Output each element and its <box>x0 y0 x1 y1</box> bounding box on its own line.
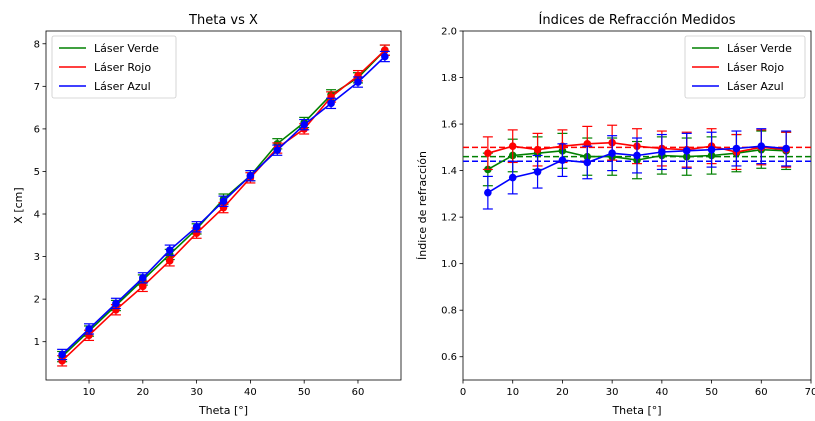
data-point <box>633 151 641 160</box>
data-point <box>327 99 335 108</box>
data-point <box>757 142 766 150</box>
data-point <box>219 197 228 206</box>
y-tick-label: 1.8 <box>441 73 457 84</box>
legend-box <box>684 35 806 99</box>
data-point <box>381 52 389 61</box>
data-point <box>192 229 201 237</box>
y-tick-label: 0.8 <box>441 306 457 317</box>
y-tick-label: 3 <box>34 252 40 263</box>
y-tick-label: 1.0 <box>441 259 457 270</box>
data-point <box>682 147 691 155</box>
data-point <box>165 246 174 254</box>
data-point <box>381 46 389 54</box>
y-tick-label: 2.0 <box>441 27 457 38</box>
data-point <box>85 331 93 340</box>
data-point <box>58 350 66 359</box>
y-tick-label: 0.6 <box>441 352 457 363</box>
y-axis-label: Índice de refracción <box>416 151 429 260</box>
legend: Láser Verde Láser Rojo Láser Azul <box>684 35 806 99</box>
data-point <box>558 156 567 164</box>
x-tick-label: 50 <box>298 387 311 398</box>
y-tick-label: 8 <box>34 39 40 50</box>
data-point <box>85 325 93 333</box>
data-point <box>327 93 335 101</box>
x-tick-label: 20 <box>136 387 149 398</box>
legend-label: Láser Rojo <box>94 61 151 74</box>
x-tick-label: 10 <box>83 387 96 398</box>
chart-title: Índices de Refracción Medidos <box>539 12 736 28</box>
chart-title: Theta vs X <box>188 13 258 28</box>
legend-label: Láser Azul <box>94 80 151 93</box>
data-point <box>112 305 120 314</box>
data-point <box>484 188 492 197</box>
plot-area <box>57 44 390 367</box>
data-point <box>583 158 592 167</box>
data-point <box>484 149 492 157</box>
data-point <box>508 142 517 150</box>
plot-frame <box>462 30 812 381</box>
data-point <box>533 167 542 176</box>
legend: Láser Verde Láser Rojo Láser Azul <box>51 35 177 99</box>
chart-panel-2: Índices de Refracción Medidos 0 10 20 30 40 50… <box>416 12 815 417</box>
legend-label: Láser Verde <box>727 42 792 55</box>
x-axis-label: Theta [°] <box>198 404 248 417</box>
data-point <box>139 274 147 282</box>
y-axis-label: X [cm] <box>12 187 25 223</box>
plot-frame <box>45 30 402 381</box>
x-tick-label: 20 <box>556 387 569 398</box>
y-tick-label: 5 <box>34 167 40 178</box>
data-point <box>165 257 174 265</box>
data-point <box>58 357 66 365</box>
data-point <box>246 171 255 180</box>
y-tick-label: 4 <box>34 210 40 221</box>
data-point <box>273 146 282 154</box>
data-point <box>300 120 308 129</box>
x-tick-label: 70 <box>805 387 815 398</box>
x-tick-label: 0 <box>460 387 466 398</box>
y-tick-label: 6 <box>34 124 40 135</box>
data-point <box>354 71 362 80</box>
legend-label: Láser Azul <box>727 80 784 93</box>
y-tick-label: 1.2 <box>441 213 457 224</box>
y-tick-label: 1 <box>34 337 40 348</box>
legend-label: Láser Rojo <box>727 61 784 74</box>
x-tick-label: 50 <box>705 387 718 398</box>
chart-panel-1: Theta vs X 10 20 30 40 50 60 1 2 3 4 5 6 7 8 Theta [°] X… <box>12 13 402 417</box>
y-tick-label: 2 <box>34 295 40 306</box>
x-tick-label: 40 <box>244 387 257 398</box>
series-3 <box>482 128 792 210</box>
x-tick-label: 30 <box>190 387 203 398</box>
legend-box <box>51 35 177 99</box>
data-point <box>192 222 201 231</box>
y-tick-label: 1.6 <box>441 120 457 131</box>
x-tick-label: 10 <box>506 387 519 398</box>
data-point <box>608 149 616 157</box>
x-tick-label: 60 <box>755 387 768 398</box>
data-point <box>533 145 542 154</box>
data-point <box>219 203 228 212</box>
x-tick-label: 60 <box>352 387 365 398</box>
data-point <box>354 78 362 86</box>
data-point <box>732 144 741 153</box>
x-tick-label: 30 <box>606 387 619 398</box>
data-point <box>112 299 120 308</box>
y-tick-label: 1.4 <box>441 166 457 177</box>
x-tick-label: 40 <box>655 387 668 398</box>
data-point <box>782 144 790 153</box>
series-3 <box>57 50 390 361</box>
data-point <box>707 145 716 154</box>
plot-area <box>463 124 811 210</box>
data-point <box>139 282 147 291</box>
x-axis-label: Theta [°] <box>611 404 661 417</box>
y-tick-label: 7 <box>34 82 40 93</box>
data-point <box>658 148 666 156</box>
legend-label: Láser Verde <box>94 42 159 55</box>
data-point <box>508 173 517 182</box>
